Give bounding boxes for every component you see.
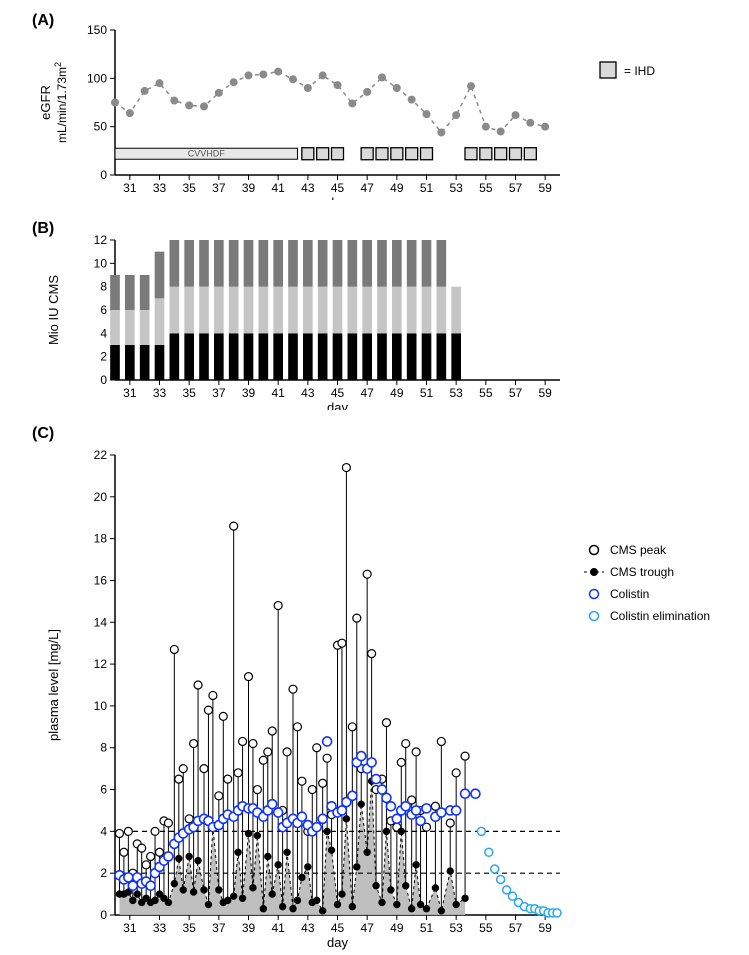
svg-text:53: 53 xyxy=(449,181,463,195)
svg-text:= IHD: = IHD xyxy=(624,64,655,78)
svg-text:day: day xyxy=(327,935,348,950)
svg-text:47: 47 xyxy=(360,921,374,935)
svg-text:53: 53 xyxy=(449,921,463,935)
svg-text:12: 12 xyxy=(94,657,108,671)
svg-text:100: 100 xyxy=(87,71,107,85)
svg-text:59: 59 xyxy=(538,921,552,935)
svg-text:4: 4 xyxy=(100,824,107,838)
svg-text:8: 8 xyxy=(100,280,107,294)
svg-text:Colistin elimination: Colistin elimination xyxy=(610,609,710,623)
svg-text:55: 55 xyxy=(479,921,493,935)
svg-text:day: day xyxy=(327,195,348,200)
svg-text:18: 18 xyxy=(94,532,108,546)
svg-text:47: 47 xyxy=(360,386,374,400)
svg-text:CMS trough: CMS trough xyxy=(610,565,674,579)
svg-text:2: 2 xyxy=(100,866,107,880)
svg-text:33: 33 xyxy=(153,921,167,935)
svg-text:33: 33 xyxy=(153,181,167,195)
svg-text:31: 31 xyxy=(123,181,137,195)
svg-text:10: 10 xyxy=(94,256,108,270)
svg-text:57: 57 xyxy=(509,921,523,935)
svg-text:day: day xyxy=(327,400,348,410)
svg-text:43: 43 xyxy=(301,921,315,935)
svg-text:0: 0 xyxy=(100,908,107,922)
svg-text:150: 150 xyxy=(87,23,107,37)
svg-text:14: 14 xyxy=(94,615,108,629)
svg-text:12: 12 xyxy=(94,233,108,247)
figure-wrapper: (A) 050100150313335373941434547495153555… xyxy=(0,0,749,955)
svg-text:6: 6 xyxy=(100,303,107,317)
svg-text:51: 51 xyxy=(420,181,434,195)
svg-text:31: 31 xyxy=(123,386,137,400)
svg-text:CMS peak: CMS peak xyxy=(610,543,667,557)
svg-text:39: 39 xyxy=(242,181,256,195)
svg-text:45: 45 xyxy=(331,921,345,935)
panel-a-chart: 0 50 100 150 31 33 35 37 39 41 43 45 47 49 51 53 55 57 59 d… xyxy=(0,0,749,200)
svg-text:0: 0 xyxy=(100,168,107,182)
svg-text:20: 20 xyxy=(94,490,108,504)
svg-text:CVVHDF: CVVHDF xyxy=(188,149,226,159)
svg-text:57: 57 xyxy=(509,386,523,400)
svg-text:49: 49 xyxy=(390,181,404,195)
svg-text:59: 59 xyxy=(538,181,552,195)
svg-text:0: 0 xyxy=(100,373,107,387)
svg-text:59: 59 xyxy=(538,386,552,400)
svg-text:plasma level [mg/L]: plasma level [mg/L] xyxy=(46,629,61,741)
svg-text:31: 31 xyxy=(123,921,137,935)
svg-text:51: 51 xyxy=(420,921,434,935)
svg-text:50: 50 xyxy=(94,120,108,134)
svg-text:8: 8 xyxy=(100,741,107,755)
svg-text:53: 53 xyxy=(449,386,463,400)
svg-text:10: 10 xyxy=(94,699,108,713)
svg-text:39: 39 xyxy=(242,921,256,935)
svg-text:49: 49 xyxy=(390,921,404,935)
svg-text:33: 33 xyxy=(153,386,167,400)
svg-text:37: 37 xyxy=(212,921,226,935)
svg-text:41: 41 xyxy=(271,921,285,935)
svg-text:43: 43 xyxy=(301,181,315,195)
svg-text:4: 4 xyxy=(100,326,107,340)
svg-text:45: 45 xyxy=(331,386,345,400)
svg-text:eGFR: eGFR xyxy=(38,85,53,120)
svg-text:35: 35 xyxy=(182,181,196,195)
panel-c-chart: 0 2 4 6 8 10 12 14 16 18 20 22 31 33 35 37 39 41 43 45 47 49 5… xyxy=(0,420,749,955)
svg-text:47: 47 xyxy=(360,181,374,195)
svg-text:mL/min/1.73m2: mL/min/1.73m2 xyxy=(53,62,69,143)
svg-text:43: 43 xyxy=(301,386,315,400)
svg-text:37: 37 xyxy=(212,181,226,195)
svg-text:37: 37 xyxy=(212,386,226,400)
svg-text:51: 51 xyxy=(420,386,434,400)
svg-text:Colistin: Colistin xyxy=(610,587,649,601)
svg-text:57: 57 xyxy=(509,181,523,195)
svg-text:35: 35 xyxy=(182,921,196,935)
svg-text:55: 55 xyxy=(479,181,493,195)
panel-b-chart: 0 2 4 6 8 10 12 31 33 35 37 39 41 43 45 47 49 51 53 55 57 59 d… xyxy=(0,210,749,410)
svg-text:16: 16 xyxy=(94,573,108,587)
svg-text:35: 35 xyxy=(182,386,196,400)
svg-text:55: 55 xyxy=(479,386,493,400)
svg-text:45: 45 xyxy=(331,181,345,195)
svg-text:Mio IU CMS: Mio IU CMS xyxy=(46,275,61,345)
svg-text:49: 49 xyxy=(390,386,404,400)
svg-text:22: 22 xyxy=(94,448,108,462)
svg-text:2: 2 xyxy=(100,350,107,364)
svg-text:41: 41 xyxy=(271,386,285,400)
svg-text:6: 6 xyxy=(100,783,107,797)
svg-text:41: 41 xyxy=(271,181,285,195)
svg-text:39: 39 xyxy=(242,386,256,400)
